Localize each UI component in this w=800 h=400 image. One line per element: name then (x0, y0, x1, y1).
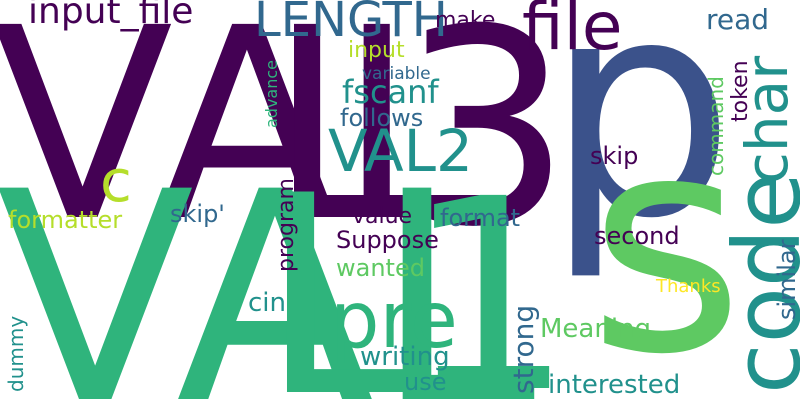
word-variable: variable (362, 64, 431, 84)
word-cin: cin (248, 288, 286, 318)
word-make: make (435, 8, 496, 33)
word-skip: skip (590, 142, 639, 170)
word-command: command (704, 76, 728, 176)
word-VAL-bottom: VAL (0, 131, 536, 400)
word-Suppose: Suppose (336, 226, 439, 254)
word-similar: similar (773, 239, 800, 320)
word-writing: writing (360, 342, 450, 372)
word-file: file (522, 0, 623, 65)
word-VAL2: VAL2 (328, 117, 473, 185)
word-formatter: formatter (8, 206, 123, 234)
word-strong: strong (507, 304, 540, 394)
word-input_file: input_file (28, 0, 194, 32)
word-pre: pre (330, 276, 458, 366)
word-s: s (588, 71, 745, 400)
word-c: c (100, 147, 132, 215)
word-use: use (404, 368, 447, 396)
word-p: p (545, 0, 736, 284)
word-3: 3 (400, 0, 572, 286)
word-Thanks: Thanks (656, 276, 721, 297)
word-L-top: L (268, 0, 416, 280)
word-skip-prime: skip' (170, 200, 225, 228)
word-second: second (594, 222, 680, 250)
word-read: read (706, 3, 770, 36)
word-advance: advance (262, 59, 281, 128)
word-fscanf: fscanf (342, 73, 439, 111)
word-LENGTH: LENGTH (254, 0, 448, 48)
word-1: 1 (405, 143, 574, 400)
word-L-bottom: L (260, 137, 414, 400)
word-program: program (274, 178, 299, 272)
word-follows: follows (340, 104, 424, 132)
word-dummy: dummy (4, 315, 28, 392)
word-value: value (352, 204, 413, 229)
word-Meaning: Meaning (540, 314, 652, 344)
word-format: format (440, 204, 521, 232)
word-input: input (348, 38, 405, 63)
word-VAL-top: VAL (0, 0, 486, 280)
word-interested: interested (548, 370, 681, 400)
word-wanted: wanted (336, 254, 425, 282)
word-token: token (728, 60, 753, 122)
